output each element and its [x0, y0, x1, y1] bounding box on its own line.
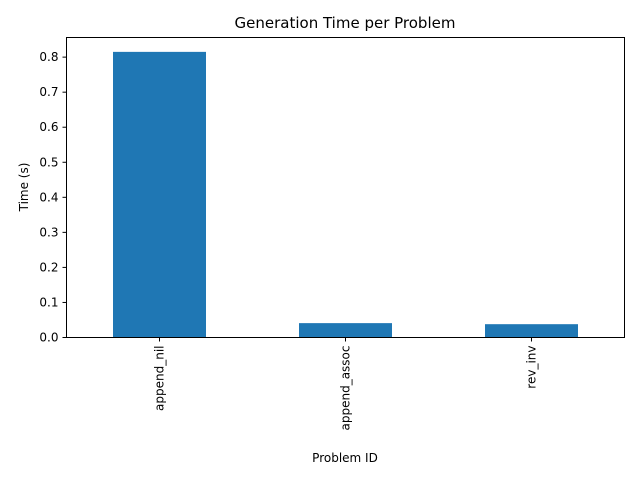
- x-tick-label: append_nil: [153, 346, 167, 411]
- y-tick-label: 0.8: [39, 50, 58, 64]
- bar-rev_inv: [485, 324, 578, 338]
- y-tick-label: 0.5: [39, 155, 58, 169]
- y-tick-label: 0.2: [39, 260, 58, 274]
- y-tick-label: 0.0: [39, 331, 58, 345]
- plot-frame: [66, 37, 625, 338]
- y-tick-label: 0.3: [39, 225, 58, 239]
- x-axis-ticks: append_nil append_assoc rev_inv: [153, 337, 539, 431]
- x-axis-label: Problem ID: [312, 451, 378, 465]
- bar-append_nil: [113, 51, 206, 338]
- x-tick-label: append_assoc: [339, 346, 353, 431]
- bars-group: [113, 51, 578, 338]
- x-tick-label: rev_inv: [525, 346, 539, 389]
- y-tick-label: 0.4: [39, 190, 58, 204]
- y-tick-label: 0.6: [39, 120, 58, 134]
- chart-title: Generation Time per Problem: [235, 14, 456, 32]
- y-axis-ticks: 0.0 0.1 0.2 0.3 0.4 0.5 0.6 0.7 0.8: [39, 50, 67, 345]
- y-axis-label: Time (s): [17, 163, 31, 213]
- bar-append_assoc: [299, 323, 392, 338]
- y-tick-label: 0.1: [39, 295, 58, 309]
- y-tick-label: 0.7: [39, 85, 58, 99]
